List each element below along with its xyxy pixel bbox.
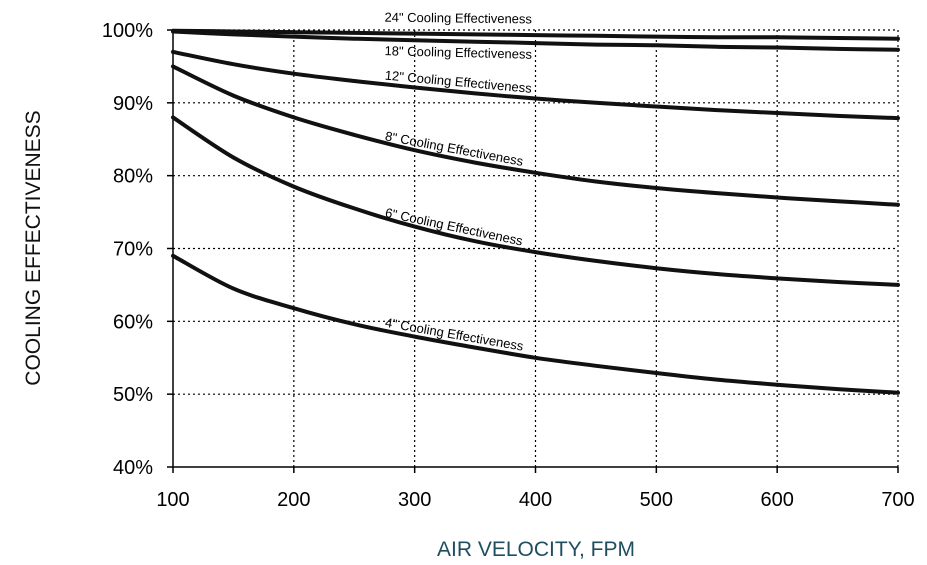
x-tick-label: 600 — [760, 489, 793, 511]
x-tick-labels: 100 200 300 400 500 600 700 — [156, 489, 914, 511]
y-tick-label: 60% — [113, 311, 153, 333]
x-tick-label: 200 — [277, 489, 310, 511]
grid — [173, 29, 899, 467]
series-labels: 24" Cooling Effectiveness 18" Cooling Eff… — [384, 10, 533, 354]
series-line-1 — [171, 29, 900, 52]
y-tick-label: 90% — [113, 93, 153, 115]
x-tick-label: 100 — [156, 489, 189, 511]
axes — [167, 29, 899, 473]
series-line-4 — [171, 115, 900, 287]
x-axis-title: AIR VELOCITY, FPM — [437, 538, 635, 561]
y-tick-label: 100% — [102, 20, 153, 42]
series-label-0: 24" Cooling Effectiveness — [384, 10, 532, 27]
y-tick-label: 80% — [113, 166, 153, 188]
y-tick-label: 70% — [113, 239, 153, 261]
y-tick-label: 50% — [113, 384, 153, 406]
x-tick-label: 700 — [881, 489, 914, 511]
series-line-2 — [171, 49, 900, 121]
x-tick-label: 300 — [398, 489, 431, 511]
series-line-5 — [171, 253, 900, 395]
x-tick-label: 500 — [640, 489, 673, 511]
series-label-1: 18" Cooling Effectiveness — [384, 43, 532, 62]
series-curves — [171, 28, 900, 395]
y-tick-labels: 40% 50% 60% 70% 80% 90% 100% — [102, 20, 153, 479]
y-axis-title: COOLING EFFECTIVENESS — [22, 110, 45, 385]
series-label-4: 6" Cooling Effectiveness — [384, 205, 525, 249]
series-line-0 — [171, 28, 900, 41]
series-line-3 — [171, 64, 900, 207]
x-tick-label: 400 — [519, 489, 552, 511]
y-tick-label: 40% — [113, 457, 153, 479]
